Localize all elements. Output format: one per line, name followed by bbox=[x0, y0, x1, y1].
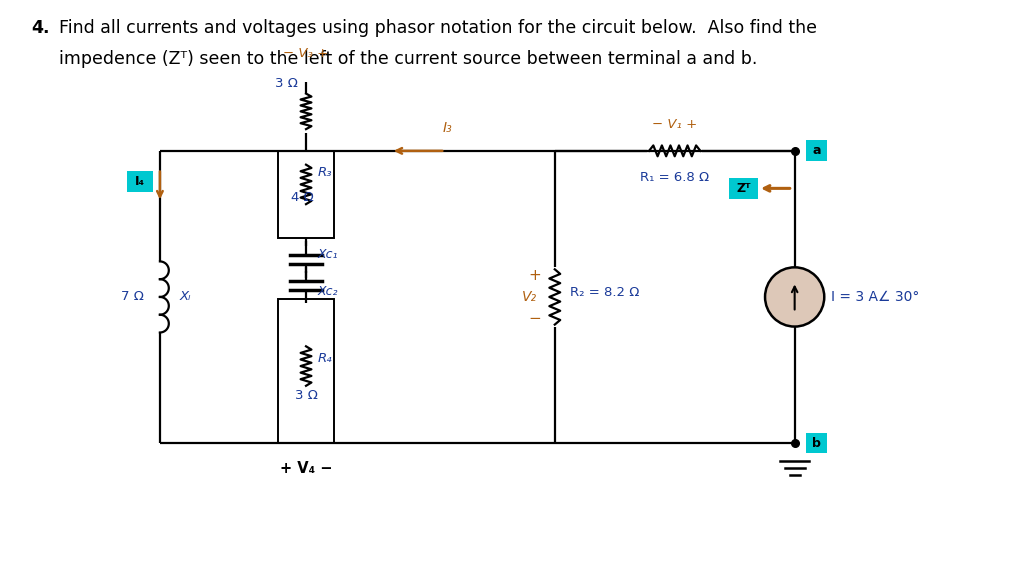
Text: Zᵀ: Zᵀ bbox=[736, 182, 751, 195]
FancyBboxPatch shape bbox=[728, 177, 758, 199]
Text: Xₗ: Xₗ bbox=[179, 291, 191, 303]
FancyBboxPatch shape bbox=[806, 433, 827, 453]
Circle shape bbox=[765, 267, 824, 326]
Text: Find all currents and voltages using phasor notation for the circuit below.  Als: Find all currents and voltages using pha… bbox=[59, 19, 817, 36]
Text: Xᴄ₂: Xᴄ₂ bbox=[317, 285, 338, 298]
Text: 3 Ω: 3 Ω bbox=[275, 77, 298, 90]
Text: 7 Ω: 7 Ω bbox=[121, 291, 143, 303]
FancyBboxPatch shape bbox=[127, 171, 153, 192]
Text: − V₃ +: − V₃ + bbox=[284, 47, 329, 60]
Text: V₂: V₂ bbox=[521, 290, 537, 304]
Text: b: b bbox=[812, 437, 821, 450]
Text: R₃: R₃ bbox=[317, 166, 333, 179]
Text: − V₁ +: − V₁ + bbox=[652, 118, 697, 131]
Text: Xᴄ₁: Xᴄ₁ bbox=[317, 248, 338, 261]
Bar bbox=[279, 151, 334, 238]
Text: 4 Ω: 4 Ω bbox=[291, 191, 313, 204]
Text: I₃: I₃ bbox=[442, 121, 452, 135]
Text: R₂ = 8.2 Ω: R₂ = 8.2 Ω bbox=[569, 285, 639, 299]
Bar bbox=[279, 299, 334, 443]
Text: 3 Ω: 3 Ω bbox=[295, 389, 317, 402]
FancyBboxPatch shape bbox=[806, 140, 827, 161]
Text: impedence (Zᵀ) seen to the left of the current source between terminal a and b.: impedence (Zᵀ) seen to the left of the c… bbox=[59, 50, 758, 68]
Text: 4.: 4. bbox=[32, 19, 50, 36]
Text: + V₄ −: + V₄ − bbox=[280, 461, 332, 476]
Text: +: + bbox=[528, 268, 542, 283]
Text: R₁ = 6.8 Ω: R₁ = 6.8 Ω bbox=[640, 171, 710, 184]
Text: −: − bbox=[528, 311, 542, 326]
Text: I₄: I₄ bbox=[135, 175, 145, 188]
Text: a: a bbox=[812, 144, 820, 157]
Text: R₄: R₄ bbox=[317, 352, 333, 365]
Text: I = 3 A∠ 30°: I = 3 A∠ 30° bbox=[831, 290, 920, 304]
